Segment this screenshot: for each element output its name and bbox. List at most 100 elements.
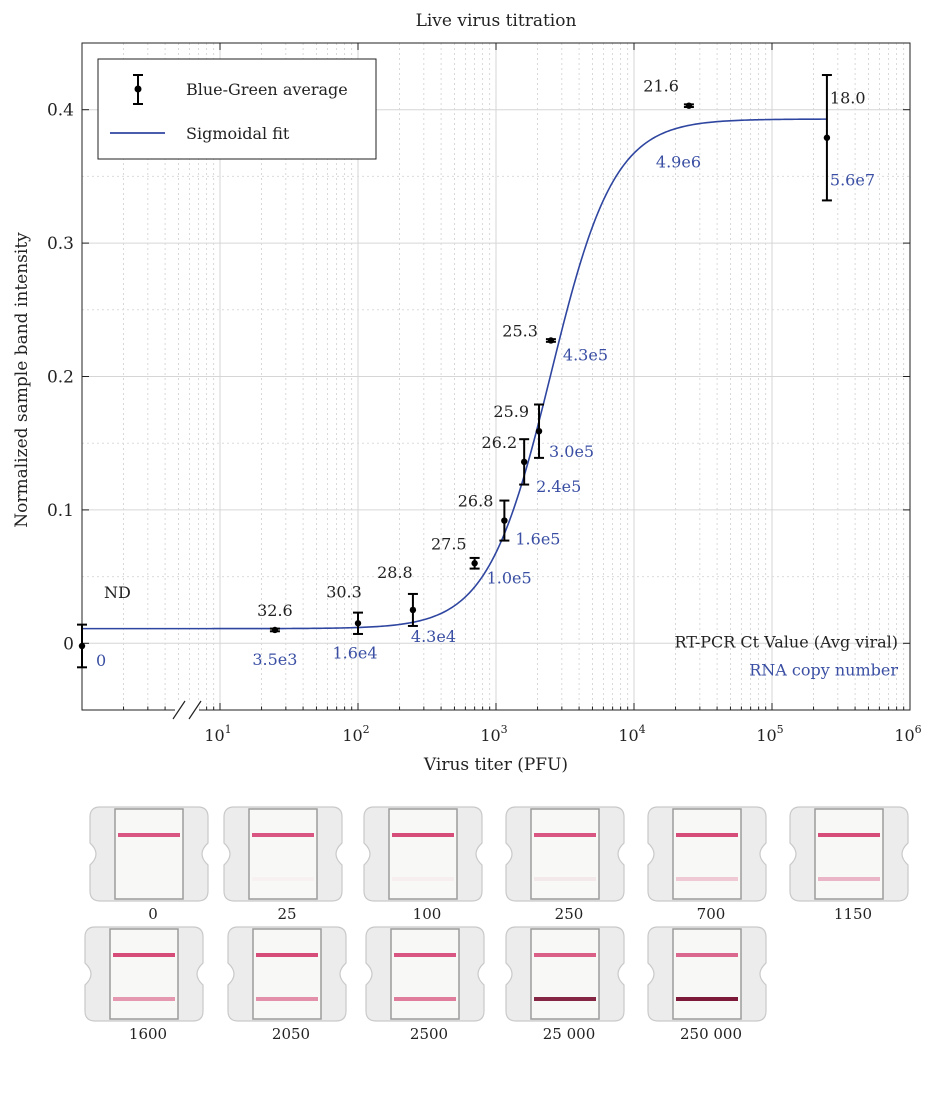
test-strip-image: [227, 926, 347, 1022]
test-line: [392, 877, 454, 881]
rna-copy-label: 2.4e5: [536, 477, 581, 496]
strip-label: 2050: [271, 1025, 311, 1043]
test-strip-image: [505, 926, 625, 1022]
data-point: [471, 560, 478, 567]
legend-label: Blue-Green average: [186, 80, 348, 99]
test-line: [256, 997, 318, 1001]
test-strip: 100: [362, 805, 492, 923]
control-line: [394, 953, 456, 957]
rna-copy-label: 4.3e5: [563, 345, 608, 364]
control-line: [113, 953, 175, 957]
strip-window: [390, 928, 460, 1020]
test-strip-image: [84, 926, 204, 1022]
test-strip: 1600: [83, 925, 213, 1043]
data-point: [685, 102, 693, 109]
test-line: [534, 997, 596, 1001]
strip-window: [388, 808, 458, 900]
test-line: [118, 877, 180, 881]
strip-window: [672, 928, 742, 1020]
sigmoid-fit-line: [82, 118, 827, 630]
test-strip: 25 000: [504, 925, 634, 1043]
test-strip-image: [647, 806, 767, 902]
data-point: [547, 337, 555, 344]
control-line: [534, 833, 596, 837]
control-line: [252, 833, 314, 837]
strip-label: 1600: [128, 1025, 168, 1043]
ct-value-label: 30.3: [326, 582, 362, 601]
y-tick-label: 0.2: [47, 368, 74, 388]
test-strip-image: [789, 806, 909, 902]
strip-label: 0: [148, 905, 158, 923]
strip-label: 2500: [409, 1025, 449, 1043]
rna-copy-label: 4.9e6: [656, 153, 701, 172]
strip-window: [248, 808, 318, 900]
strip-label: 250: [554, 905, 584, 923]
strip-window: [114, 808, 184, 900]
ct-value-label: 28.8: [377, 563, 413, 582]
strip-window: [252, 928, 322, 1020]
ct-value-label: 25.3: [502, 321, 538, 340]
control-line: [676, 953, 738, 957]
rna-copy-label: 1.0e5: [487, 568, 532, 587]
test-strip: 0: [88, 805, 218, 923]
test-strip-image: [363, 806, 483, 902]
rna-annotation: RNA copy number: [749, 660, 898, 679]
test-line: [394, 997, 456, 1001]
legend-box: [97, 58, 377, 160]
strip-window: [530, 928, 600, 1020]
y-tick-label: 0.1: [47, 501, 74, 521]
test-strip: 700: [646, 805, 776, 923]
data-point: [520, 458, 528, 466]
ct-value-label: 18.0: [830, 89, 866, 108]
chart-title: Live virus titration: [416, 11, 577, 31]
test-strip: 1150: [788, 805, 918, 923]
strip-label: 1150: [833, 905, 873, 923]
rna-copy-label: 3.5e3: [252, 650, 297, 669]
strip-label: 25 000: [542, 1025, 596, 1043]
legend-label: Sigmoidal fit: [186, 124, 290, 143]
test-line: [676, 877, 738, 881]
data-point: [271, 626, 279, 634]
titration-chart: Live virus titration Virus titer (PFU) N…: [12, 11, 922, 775]
strip-label: 25: [277, 905, 297, 923]
rna-copy-label: 1.6e5: [515, 530, 560, 549]
strip-label: 700: [696, 905, 726, 923]
strip-window: [672, 808, 742, 900]
test-strip-image: [89, 806, 209, 902]
strip-label: 100: [412, 905, 442, 923]
test-strip-image: [647, 926, 767, 1022]
control-line: [676, 833, 738, 837]
rna-copy-label: 5.6e7: [830, 171, 875, 190]
strip-window: [814, 808, 884, 900]
control-line: [118, 833, 180, 837]
legend: Blue-Green average Sigmoidal fit: [97, 58, 377, 160]
axis-break-mark: [172, 700, 186, 720]
y-tick-label: 0: [63, 634, 74, 654]
data-point: [501, 517, 508, 524]
data-point: [823, 134, 831, 141]
test-strip-image: [223, 806, 343, 902]
rna-copy-label: 3.0e5: [549, 442, 594, 461]
y-axis-label: Normalized sample band intensity: [12, 232, 32, 528]
control-line: [818, 833, 880, 837]
ct-value-label: 26.2: [482, 433, 518, 452]
test-line: [113, 997, 175, 1001]
data-point: [354, 620, 362, 627]
test-strip-image: [505, 806, 625, 902]
test-strip: 250 000: [646, 925, 776, 1043]
control-line: [392, 833, 454, 837]
test-line: [818, 877, 880, 881]
x-axis-label: Virus titer (PFU): [423, 755, 568, 775]
test-strip: 2050: [226, 925, 356, 1043]
legend-point-icon: [134, 85, 142, 93]
rna-copy-label: 4.3e4: [411, 627, 456, 646]
ct-value-label: 27.5: [431, 534, 467, 553]
y-tick-label: 0.3: [47, 234, 74, 254]
test-strip: 250: [504, 805, 634, 923]
data-point: [535, 427, 543, 435]
ct-value-label: 26.8: [458, 492, 494, 511]
strip-label: 250 000: [679, 1025, 743, 1043]
control-line: [534, 953, 596, 957]
axis-break-mark: [188, 700, 202, 720]
data-point: [409, 606, 417, 614]
